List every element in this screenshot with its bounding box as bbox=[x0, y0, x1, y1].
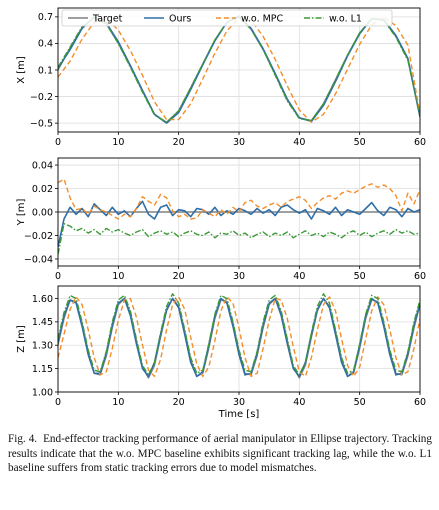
x-tick-label: 40 bbox=[293, 137, 305, 148]
x-tick-label: 50 bbox=[354, 271, 366, 282]
x-axis-label: Time [s] bbox=[218, 409, 260, 420]
y-tick-label: −0.04 bbox=[24, 254, 53, 265]
x-tick-label: 20 bbox=[173, 271, 185, 282]
y-axis-label: Z [m] bbox=[16, 325, 27, 353]
series-line-ours bbox=[58, 200, 420, 248]
x-tick-label: 60 bbox=[414, 271, 426, 282]
y-tick-label: 1.30 bbox=[32, 341, 53, 352]
figure-caption: Fig. 4. End-effector tracking performance… bbox=[8, 432, 432, 476]
y-tick-label: 0.00 bbox=[32, 207, 53, 218]
subplot-3: 0 10 20 30 40 50 60 1.60 1.45 1.30 1.15 1.00 Z [m] Ti… bbox=[16, 285, 426, 420]
y-axis-label: X [m] bbox=[16, 56, 27, 84]
x-tick-label: 20 bbox=[173, 397, 185, 408]
x-tick-label: 10 bbox=[112, 271, 124, 282]
caption-label: Fig. 4. bbox=[8, 433, 38, 445]
x-tick-label: 10 bbox=[112, 137, 124, 148]
x-tick-label: 60 bbox=[414, 137, 426, 148]
subplot-2: 0 10 20 30 40 50 60 0.04 0.02 0.00 −0.02 −0.04 Y [m] bbox=[16, 157, 426, 282]
x-tick-label: 60 bbox=[414, 397, 426, 408]
subplot-1: 0 10 20 30 40 50 60 0.7 0.4 0.1 −0.2 −0.5 X [m] Targe… bbox=[16, 7, 426, 148]
x-tick-label: 0 bbox=[55, 137, 61, 148]
x-tick-label: 0 bbox=[55, 271, 61, 282]
series-line-w-o-l1 bbox=[58, 293, 420, 376]
legend-entry: Target bbox=[92, 14, 123, 25]
x-tick-label: 10 bbox=[112, 397, 124, 408]
x-tick-label: 20 bbox=[173, 137, 185, 148]
y-tick-label: −0.5 bbox=[30, 118, 53, 129]
y-tick-label: 1.60 bbox=[32, 294, 53, 305]
y-tick-label: 0.1 bbox=[38, 65, 53, 76]
legend-entry: Ours bbox=[169, 14, 191, 25]
x-tick-label: 50 bbox=[354, 397, 366, 408]
x-tick-label: 0 bbox=[55, 397, 61, 408]
y-tick-label: 1.15 bbox=[32, 364, 53, 375]
y-tick-label: 0.04 bbox=[32, 160, 53, 171]
x-tick-label: 50 bbox=[354, 137, 366, 148]
x-tick-label: 40 bbox=[293, 271, 305, 282]
y-tick-label: 0.7 bbox=[38, 12, 53, 23]
y-tick-label: 0.02 bbox=[32, 184, 53, 195]
x-tick-label: 30 bbox=[233, 271, 245, 282]
caption-text: End-effector tracking performance of aer… bbox=[8, 433, 432, 475]
y-tick-label: −0.2 bbox=[30, 92, 53, 103]
y-tick-label: 1.45 bbox=[32, 317, 53, 328]
x-tick-label: 40 bbox=[293, 397, 305, 408]
y-tick-label: 0.4 bbox=[38, 39, 53, 50]
x-tick-label: 30 bbox=[233, 137, 245, 148]
legend: Target Ours w.o. MPC w.o. L1 bbox=[61, 9, 393, 27]
series-line-w-o-mpc bbox=[58, 296, 420, 378]
y-tick-label: −0.02 bbox=[24, 231, 53, 242]
y-tick-label: 1.00 bbox=[32, 387, 53, 398]
legend-entry: w.o. L1 bbox=[329, 14, 362, 25]
series-line-w-o-l1 bbox=[58, 222, 420, 255]
series-line-w-o-mpc bbox=[58, 178, 420, 220]
figure: 0 10 20 30 40 50 60 0.7 0.4 0.1 −0.2 −0.5 X [m] Targe… bbox=[16, 7, 426, 420]
x-tick-label: 30 bbox=[233, 397, 245, 408]
legend-entry: w.o. MPC bbox=[241, 14, 284, 25]
y-axis-label: Y [m] bbox=[16, 198, 27, 226]
